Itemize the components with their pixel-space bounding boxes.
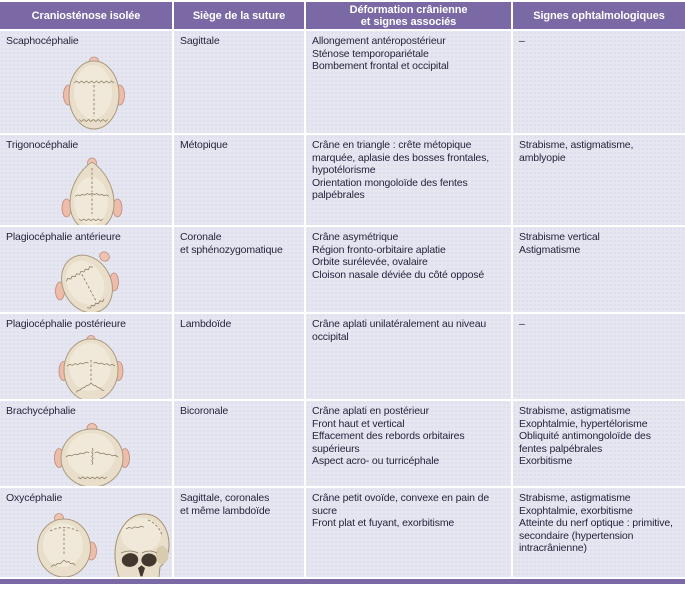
deformation-line: Crâne petit ovoïde, convexe en pain de s… [312, 492, 490, 517]
deformation-line: Orientation mongoloïde des fentes palpéb… [312, 176, 468, 202]
skull-top-view-oxycephaly-illustration [37, 512, 97, 577]
condition-cell: Plagiocéphalie antérieure [0, 227, 172, 312]
condition-cell: Plagiocéphalie postérieure [0, 314, 172, 399]
skull-top-view-trigonocephaly-illustration [44, 156, 140, 225]
condition-name: Trigonocéphalie [6, 139, 79, 151]
header-line: Siège de la suture [192, 9, 286, 22]
condition-cell: Scaphocéphalie [0, 31, 172, 133]
deformation-line: Orbite surélevée, ovalaire [312, 256, 428, 268]
deformation-cell: Crâne aplati unilatéralement au niveau o… [306, 314, 511, 399]
suture-cell: Sagittale, coronales et même lambdoïde [174, 488, 304, 577]
ophthalmologic-signs-cell: Strabisme vertical Astigmatisme [513, 227, 685, 312]
skull-top-view-posterior-plagiocephaly-illustration [44, 333, 140, 399]
table-bottom-border-bar [0, 579, 685, 584]
signs-line: – [519, 318, 525, 330]
skull-diagram-coronal-synostosis [55, 250, 119, 312]
condition-cell: Oxycéphalie [0, 488, 172, 577]
condition-name: Plagiocéphalie antérieure [6, 231, 121, 243]
column-header-siege-suture: Siège de la suture [174, 2, 304, 29]
condition-cell: Brachycéphalie [0, 401, 172, 486]
skull-diagram-bicoronal-synostosis [54, 422, 130, 486]
column-header-deformation: Déformation crânienne et signes associés [306, 2, 511, 29]
deformation-line: Bombement frontal et occipital [312, 60, 449, 72]
deformation-cell: Allongement antéropostérieur Sténose tem… [306, 31, 511, 133]
suture-line: Métopique [180, 139, 228, 151]
signs-line: Strabisme vertical [519, 231, 600, 243]
suture-cell: Coronale et sphénozygomatique [174, 227, 304, 312]
suture-line: Sagittale [180, 35, 220, 47]
column-header-craniostenose: Craniosténose isolée [0, 2, 172, 29]
signs-line: Strabisme, astigmatisme, amblyopie [519, 139, 634, 164]
deformation-line: Front plat et fuyant, exorbitisme [312, 517, 455, 529]
suture-cell: Bicoronale [174, 401, 304, 486]
suture-cell: Métopique [174, 135, 304, 225]
condition-name: Brachycéphalie [6, 405, 76, 417]
signs-line: Exophtalmie, exorbitisme [519, 504, 633, 517]
suture-cell: Sagittale [174, 31, 304, 133]
condition-name: Plagiocéphalie postérieure [6, 318, 126, 330]
signs-line: Astigmatisme [519, 243, 581, 256]
deformation-line: Allongement antéropostérieur [312, 35, 446, 47]
suture-line: et même lambdoïde [180, 504, 271, 517]
deformation-line: Aspect acro- ou turricéphale [312, 455, 440, 467]
deformation-line: Cloison nasale déviée du côté opposé [312, 268, 485, 281]
skull-front-three-quarter-view-illustration [114, 512, 170, 577]
skull-diagram-lambdoid-synostosis [58, 334, 124, 399]
deformation-line: Sténose temporopariétale [312, 47, 429, 60]
signs-line: Exorbitisme [519, 455, 573, 467]
signs-line: – [519, 35, 525, 47]
skull-top-view-scaphocephaly-illustration [46, 55, 142, 131]
signs-line: Exophtalmie, hypertélorisme [519, 417, 648, 430]
deformation-cell: Crâne petit ovoïde, convexe en pain de s… [306, 488, 511, 577]
ophthalmologic-signs-cell: Strabisme, astigmatisme Exophtalmie, hyp… [513, 401, 685, 486]
condition-name: Oxycéphalie [6, 492, 63, 504]
header-line: Signes ophtalmologiques [533, 9, 665, 22]
signs-line: Atteinte du nerf optique : primitive, se… [519, 517, 673, 554]
condition-cell: Trigonocéphalie [0, 135, 172, 225]
skull-top-view-brachycephaly-illustration [42, 420, 142, 486]
header-line: et signes associés [360, 15, 457, 28]
signs-line: Obliquité antimongoloïde des fentes palp… [519, 430, 651, 455]
oxycephaly-illustrations [28, 509, 172, 577]
suture-line: et sphénozygomatique [180, 243, 283, 256]
ophthalmologic-signs-cell: Strabisme, astigmatisme, amblyopie [513, 135, 685, 225]
deformation-line: Crâne aplati unilatéralement au niveau o… [312, 318, 487, 343]
skull-diagram-sagittal-synostosis [63, 56, 125, 129]
deformation-cell: Crâne aplati en postérieur Front haut et… [306, 401, 511, 486]
signs-line: Strabisme, astigmatisme [519, 492, 631, 504]
condition-name: Scaphocéphalie [6, 35, 79, 47]
deformation-line: Effacement des rebords orbitaires supéri… [312, 430, 465, 455]
suture-cell: Lambdoïde [174, 314, 304, 399]
ophthalmologic-signs-cell: Strabisme, astigmatisme Exophtalmie, exo… [513, 488, 685, 577]
signs-line: Strabisme, astigmatisme [519, 405, 631, 417]
deformation-cell: Crâne en triangle : crête métopique marq… [306, 135, 511, 225]
column-header-signes-ophtalmologiques: Signes ophtalmologiques [513, 2, 685, 29]
skull-top-view-anterior-plagiocephaly-illustration [40, 247, 136, 312]
suture-line: Bicoronale [180, 405, 229, 417]
skull-diagram-metopic-synostosis [61, 157, 123, 225]
deformation-line: Crâne en triangle : crête métopique marq… [312, 139, 489, 176]
ophthalmologic-signs-cell: – [513, 31, 685, 133]
header-line: Déformation crânienne [349, 3, 468, 16]
deformation-line: Front haut et vertical [312, 417, 405, 430]
deformation-cell: Crâne asymétrique Région fronto-orbitair… [306, 227, 511, 312]
header-line: Craniosténose isolée [31, 9, 141, 22]
suture-line: Sagittale, coronales [180, 492, 270, 504]
ophthalmologic-signs-cell: – [513, 314, 685, 399]
deformation-line: Crâne aplati en postérieur [312, 405, 429, 417]
suture-line: Lambdoïde [180, 318, 232, 330]
suture-line: Coronale [180, 231, 222, 243]
deformation-line: Région fronto-orbitaire aplatie [312, 243, 446, 256]
deformation-line: Crâne asymétrique [312, 231, 399, 243]
